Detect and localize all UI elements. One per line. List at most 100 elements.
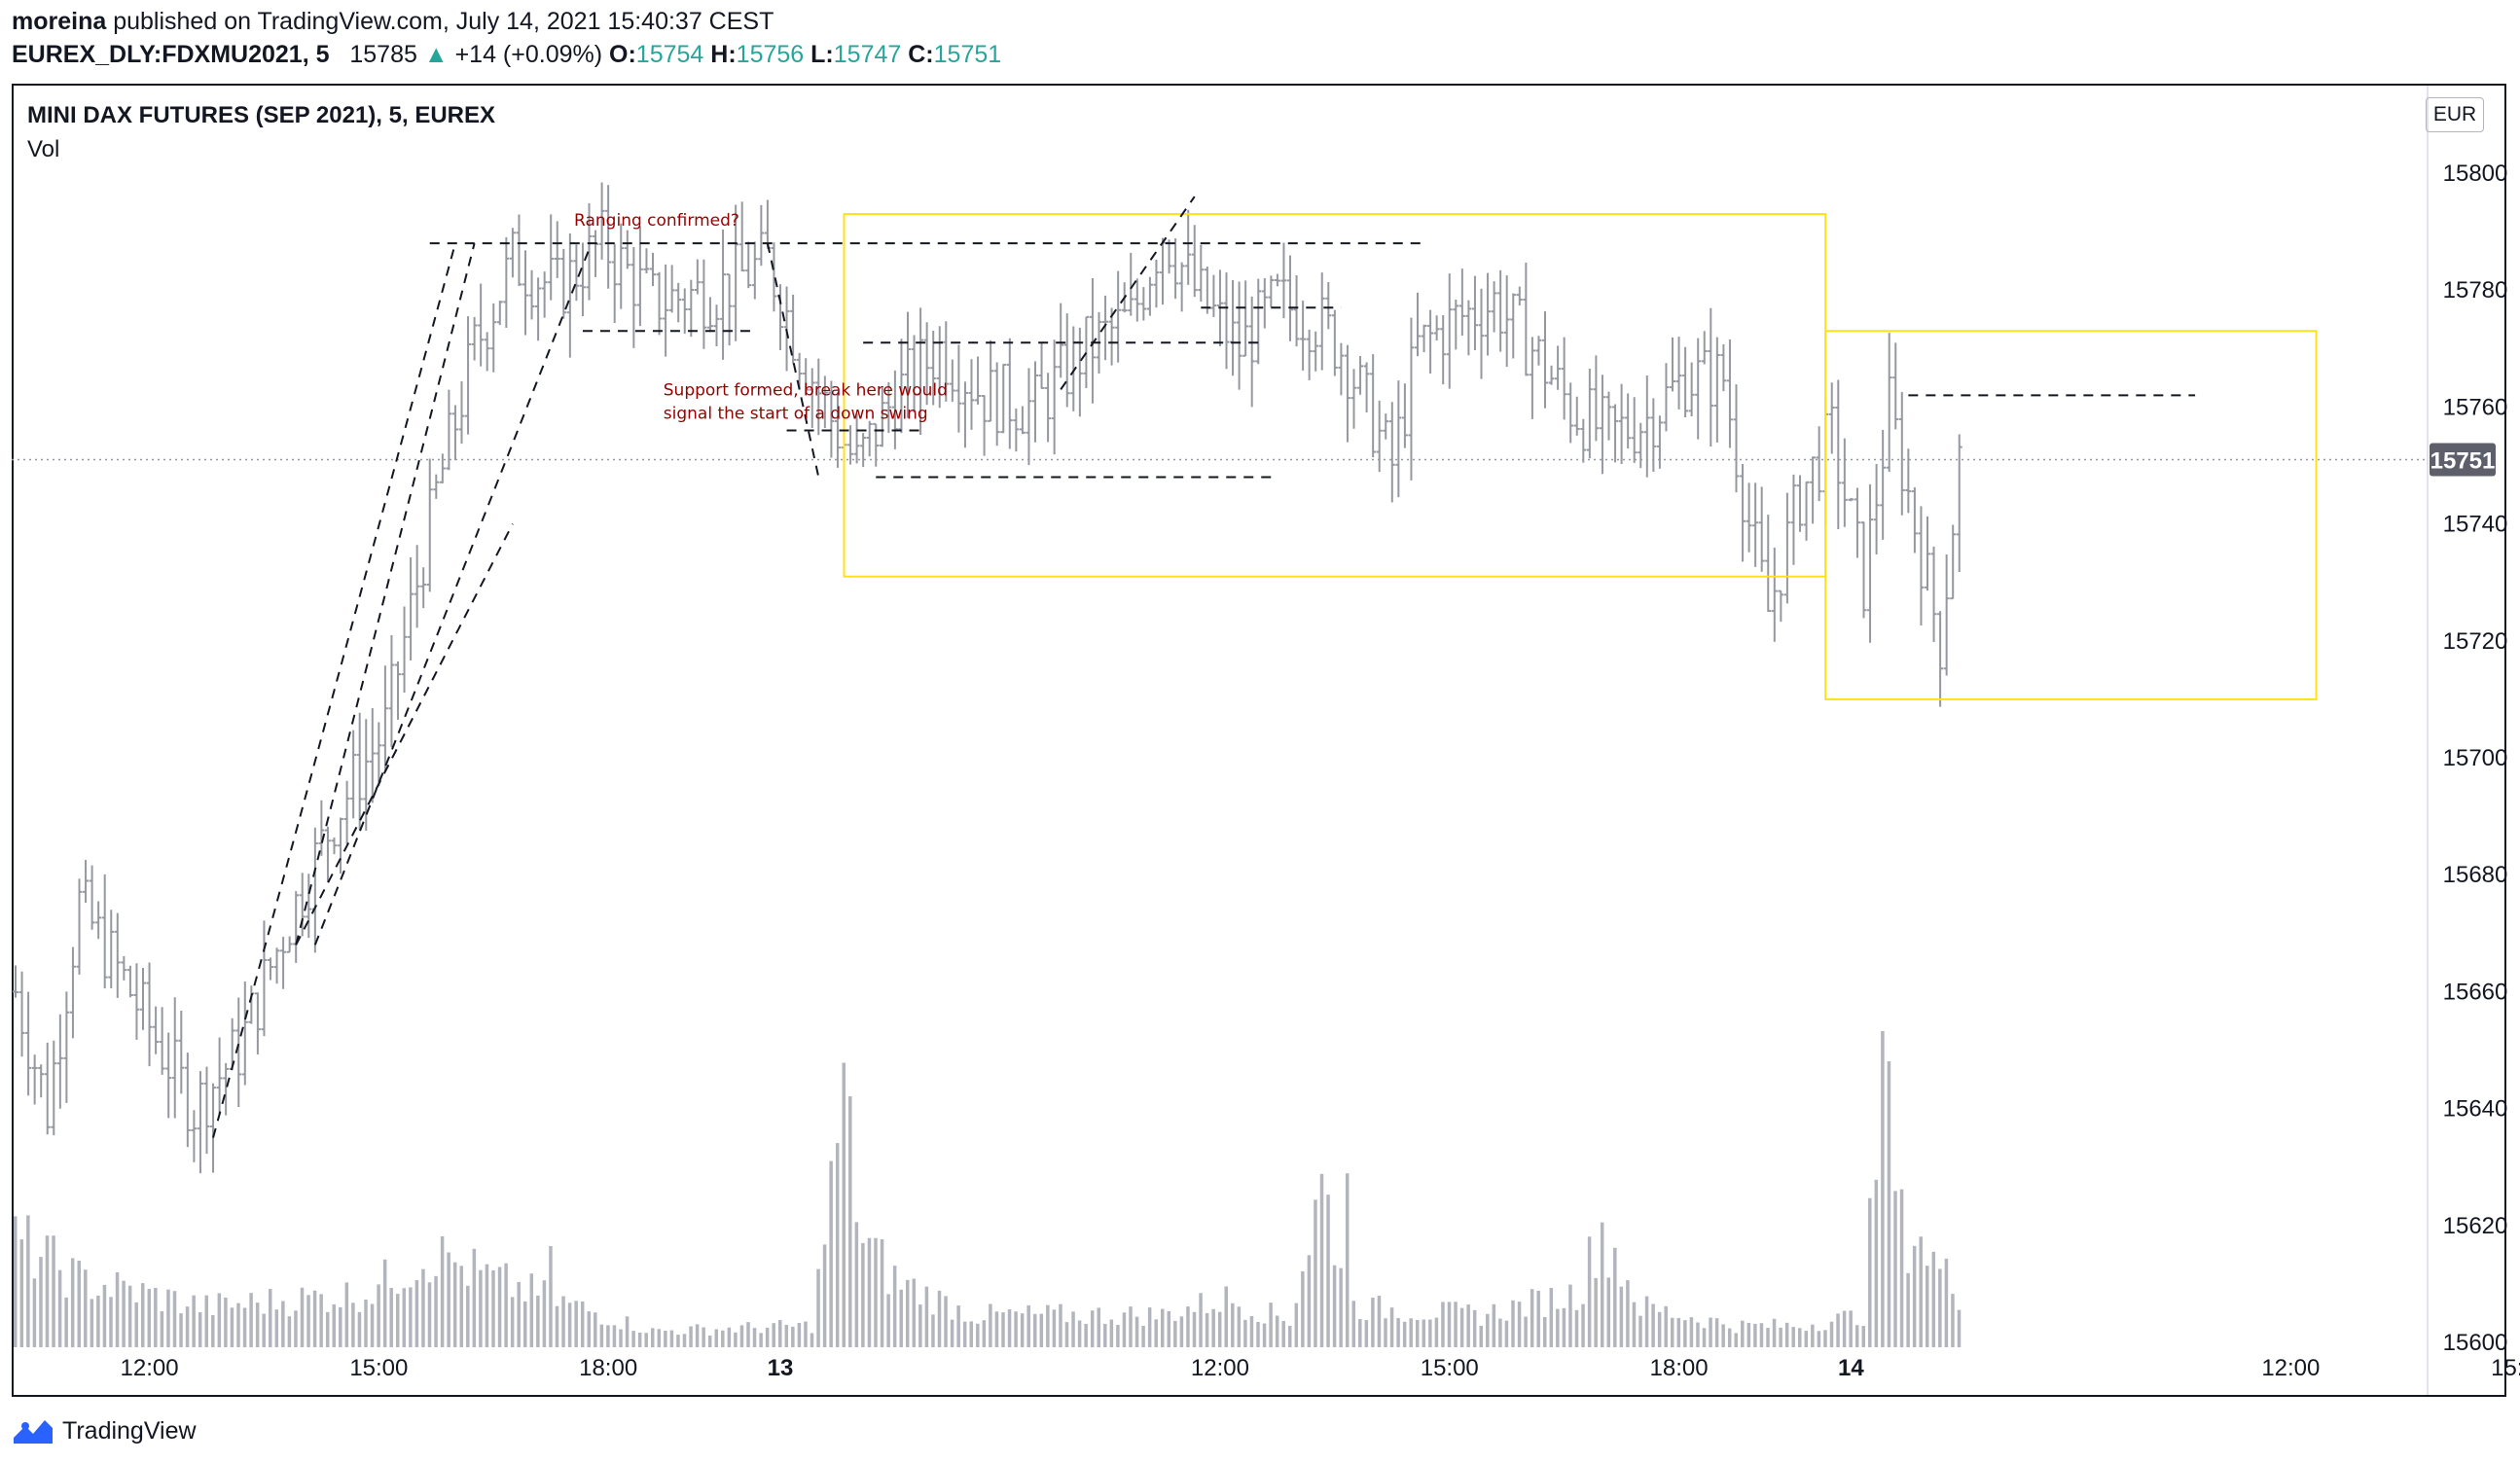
- ohlc-bar: [860, 433, 867, 468]
- ohlc-bar: [1268, 275, 1275, 307]
- ohlc-bar: [586, 202, 593, 301]
- ohlc-bar: [535, 277, 542, 341]
- ohlc-bar: [458, 381, 465, 445]
- low-label: L:: [810, 41, 834, 68]
- volume-bar: [1817, 1331, 1821, 1347]
- ohlc-bar: [311, 827, 318, 953]
- ohlc-bar: [1612, 404, 1619, 463]
- volume-bar: [1384, 1318, 1387, 1347]
- ohlc-bar: [630, 247, 637, 348]
- volume-bar: [689, 1326, 693, 1347]
- volume-bar: [594, 1312, 597, 1347]
- ohlc-bar: [1166, 239, 1172, 274]
- volume-bar: [772, 1323, 775, 1347]
- ohlc-bar: [1471, 275, 1478, 350]
- ohlc-bar: [63, 991, 70, 1103]
- volume-bar: [1339, 1267, 1343, 1347]
- ohlc-bar: [879, 387, 885, 447]
- dashed-trendline: [295, 523, 514, 946]
- ohlc-bar: [121, 955, 127, 981]
- volume-bar: [1205, 1312, 1209, 1347]
- currency-button[interactable]: EUR: [2426, 97, 2484, 132]
- ohlc-bar: [1918, 506, 1925, 626]
- ohlc-bar: [828, 380, 835, 458]
- volume-bar: [1568, 1284, 1572, 1347]
- ohlc-bar: [1638, 422, 1644, 469]
- ohlc-bar: [1248, 296, 1255, 408]
- ohlc-bar: [713, 304, 720, 346]
- high-label: H:: [710, 41, 737, 68]
- volume-bar: [1562, 1307, 1566, 1347]
- volume-bar: [1466, 1304, 1470, 1347]
- volume-indicator-label[interactable]: Vol: [27, 136, 60, 162]
- volume-bar: [1556, 1308, 1560, 1347]
- volume-bar: [1402, 1321, 1407, 1347]
- ohlc-bar: [1867, 483, 1874, 643]
- ohlc-bar: [171, 997, 178, 1119]
- volume-bar: [612, 1325, 617, 1347]
- ohlc-bar: [1740, 463, 1746, 562]
- ohlc-bar: [408, 557, 414, 660]
- volume-bar: [976, 1323, 980, 1347]
- volume-bar: [1549, 1288, 1554, 1347]
- volume-bar: [880, 1239, 884, 1347]
- volume-bar: [574, 1301, 578, 1347]
- volume-bar: [127, 1285, 132, 1347]
- volume-bar: [1243, 1319, 1247, 1347]
- ohlc-bar: [1675, 337, 1682, 410]
- ohlc-bar: [1230, 279, 1237, 376]
- volume-bar: [382, 1259, 387, 1347]
- ohlc-bar: [1841, 438, 1848, 527]
- ohlc-bar: [1656, 415, 1663, 469]
- ohlc-bar: [1892, 342, 1899, 430]
- volume-bar: [1657, 1311, 1662, 1347]
- ohlc-bar: [140, 967, 146, 1030]
- ohlc-bar: [618, 223, 625, 309]
- symbol-legend: EUREX_DLY:FDXMU2021, 5 15785 ▲ +14 (+0.0…: [12, 41, 1001, 69]
- volume-bar: [1447, 1302, 1452, 1347]
- ohlc-bar: [146, 962, 153, 1067]
- ohlc-bar: [688, 279, 695, 338]
- x-tick-label: 13: [768, 1355, 794, 1381]
- volume-bar: [409, 1287, 413, 1347]
- ohlc-bar: [598, 182, 605, 260]
- ohlc-bar: [95, 901, 102, 940]
- ohlc-bar: [1485, 272, 1492, 356]
- ohlc-bar: [1338, 342, 1345, 396]
- ohlc-bar: [1561, 337, 1567, 420]
- volume-bar: [115, 1271, 120, 1347]
- volume-bar: [1014, 1311, 1018, 1347]
- volume-bar: [1600, 1222, 1604, 1347]
- ohlc-bar: [216, 1037, 223, 1116]
- volume-bar: [1396, 1318, 1400, 1347]
- tradingview-brand[interactable]: TradingView: [62, 1416, 197, 1445]
- ohlc-bar: [1491, 281, 1497, 333]
- ohlc-bar: [426, 458, 433, 592]
- ohlc-bar: [1363, 362, 1370, 413]
- ohlc-bar: [1128, 252, 1134, 316]
- volume-bar: [1345, 1173, 1350, 1347]
- ohlc-bar: [975, 356, 982, 405]
- volume-bar: [1332, 1265, 1337, 1347]
- volume-bar: [644, 1333, 648, 1347]
- ohlc-bar: [1350, 369, 1357, 429]
- ohlc-bar: [1516, 286, 1523, 306]
- volume-bar: [1899, 1189, 1904, 1347]
- volume-bar: [1434, 1317, 1439, 1347]
- volume-bar: [1664, 1305, 1668, 1347]
- ohlc-bar: [1089, 278, 1096, 404]
- volume-bar: [414, 1279, 419, 1347]
- volume-bar: [1077, 1320, 1082, 1347]
- volume-bar: [1671, 1317, 1674, 1347]
- volume-bar: [861, 1242, 865, 1347]
- author-name[interactable]: moreina: [12, 8, 107, 35]
- ohlc-bar: [1115, 270, 1122, 363]
- volume-bar: [778, 1320, 782, 1347]
- ohlc-bar: [31, 1054, 38, 1105]
- volume-bar: [606, 1325, 610, 1347]
- volume-bar: [1428, 1319, 1432, 1347]
- ohlc-bar: [694, 259, 701, 295]
- ohlc-bar: [579, 242, 586, 317]
- volume-bar: [147, 1289, 152, 1347]
